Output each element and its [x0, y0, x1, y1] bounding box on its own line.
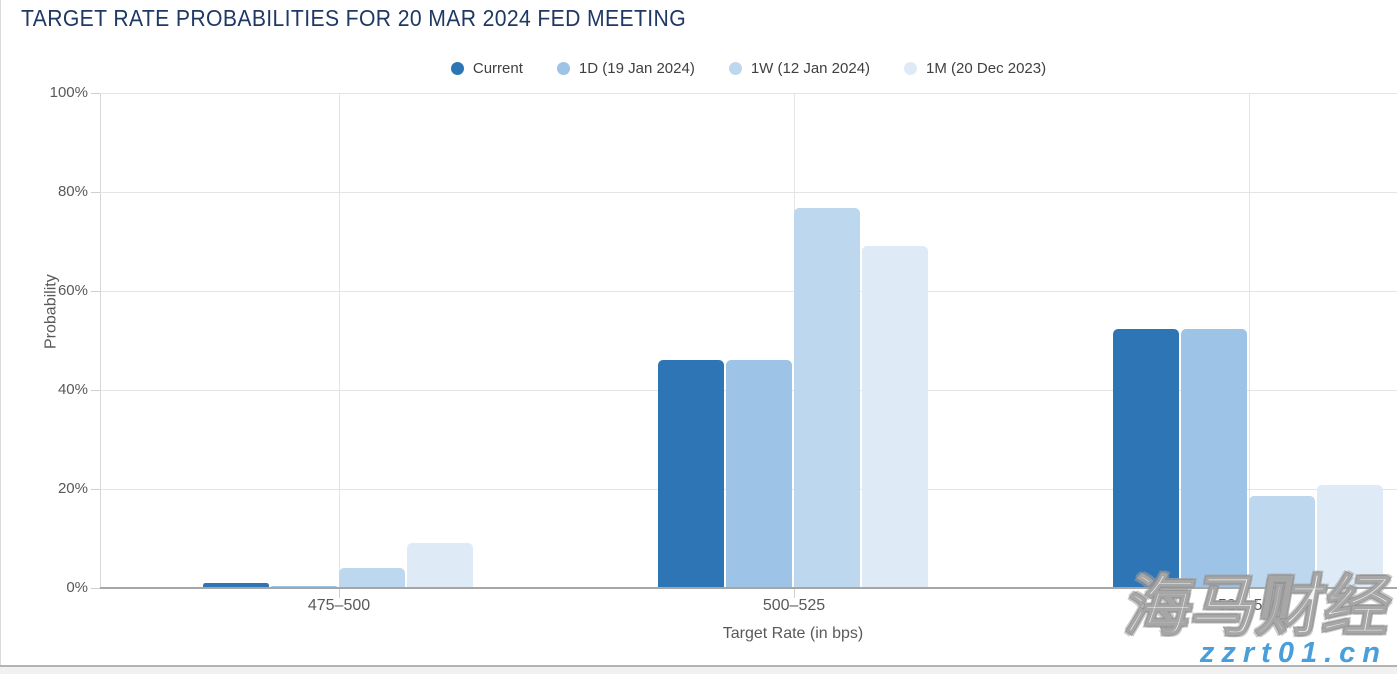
- bar-current-475-500[interactable]: [203, 583, 269, 588]
- bar-1w-12-jan-2024-475-500[interactable]: [339, 568, 405, 588]
- y-tick-60: [91, 291, 100, 292]
- chart-title: TARGET RATE PROBABILITIES FOR 20 MAR 202…: [21, 5, 687, 31]
- x-category-label-525-550: 525–550: [1217, 597, 1281, 614]
- x-category-label-475-500: 475–500: [307, 597, 371, 614]
- y-tick-80: [91, 192, 100, 193]
- gridline-100: [100, 93, 1397, 94]
- watermark-brand-text: 海马财经: [1120, 568, 1397, 644]
- bottom-page-strip: [0, 667, 1397, 674]
- y-tick-40: [91, 390, 100, 391]
- bar-1w-12-jan-2024-525-550[interactable]: [1249, 495, 1315, 588]
- legend-label-1w-12-jan-2024: 1W (12 Jan 2024): [750, 59, 871, 77]
- x-tick-475-500: [339, 589, 340, 598]
- x-axis-title: Target Rate (in bps): [722, 625, 864, 642]
- bar-current-500-525[interactable]: [658, 360, 724, 588]
- x-tick-500-525: [794, 589, 795, 598]
- legend-item-current[interactable]: Current: [450, 59, 523, 77]
- y-tick-label-100: 100%: [49, 84, 88, 101]
- y-tick-label-20: 20%: [57, 480, 88, 497]
- legend-dot-1d-19-jan-2024: [556, 61, 570, 75]
- y-tick-100: [91, 93, 100, 94]
- v-gridline-475-500: [339, 93, 340, 588]
- y-tick-label-0: 0%: [66, 579, 88, 596]
- bar-1w-12-jan-2024-500-525[interactable]: [794, 208, 860, 588]
- legend-dot-current: [450, 61, 464, 75]
- x-tick-525-550: [1249, 589, 1250, 598]
- chart-legend: Current 1D (19 Jan 2024) 1W (12 Jan 2024) 1…: [0, 57, 1397, 79]
- left-border: [0, 0, 1, 666]
- bar-1d-19-jan-2024-475-500[interactable]: [271, 585, 337, 588]
- bar-1m-20-dec-2023-525-550[interactable]: [1317, 484, 1383, 588]
- legend-item-1w-12-jan-2024[interactable]: 1W (12 Jan 2024): [728, 59, 871, 77]
- y-tick-20: [91, 489, 100, 490]
- x-axis-baseline: [100, 587, 1397, 589]
- bottom-divider-line: [0, 665, 1397, 667]
- bar-1d-19-jan-2024-500-525[interactable]: [726, 360, 792, 588]
- watermark-url-text: zzrt01.cn: [1199, 637, 1387, 669]
- y-tick-label-60: 60%: [57, 282, 88, 299]
- bar-current-525-550[interactable]: [1113, 329, 1179, 588]
- gridline-60: [100, 291, 1397, 292]
- bar-1m-20-dec-2023-475-500[interactable]: [407, 542, 473, 588]
- y-tick-label-40: 40%: [57, 381, 88, 398]
- v-gridline-525-550: [1249, 93, 1250, 588]
- x-category-label-500-525: 500–525: [762, 597, 826, 614]
- legend-item-1m-20-dec-2023[interactable]: 1M (20 Dec 2023): [904, 60, 1046, 77]
- y-axis-line: [100, 93, 101, 588]
- legend-label-1d-19-jan-2024: 1D (19 Jan 2024): [578, 59, 695, 77]
- legend-item-1d-19-jan-2024[interactable]: 1D (19 Jan 2024): [556, 59, 695, 77]
- bar-1m-20-dec-2023-500-525[interactable]: [862, 245, 928, 588]
- legend-label-1m-20-dec-2023: 1M (20 Dec 2023): [926, 59, 1047, 77]
- y-tick-0: [91, 588, 100, 589]
- gridline-80: [100, 192, 1397, 193]
- y-tick-label-80: 80%: [57, 183, 88, 200]
- bar-1d-19-jan-2024-525-550[interactable]: [1181, 329, 1247, 588]
- legend-label-current: Current: [472, 59, 523, 77]
- legend-dot-1w-12-jan-2024: [728, 61, 742, 75]
- legend-dot-1m-20-dec-2023: [904, 61, 918, 75]
